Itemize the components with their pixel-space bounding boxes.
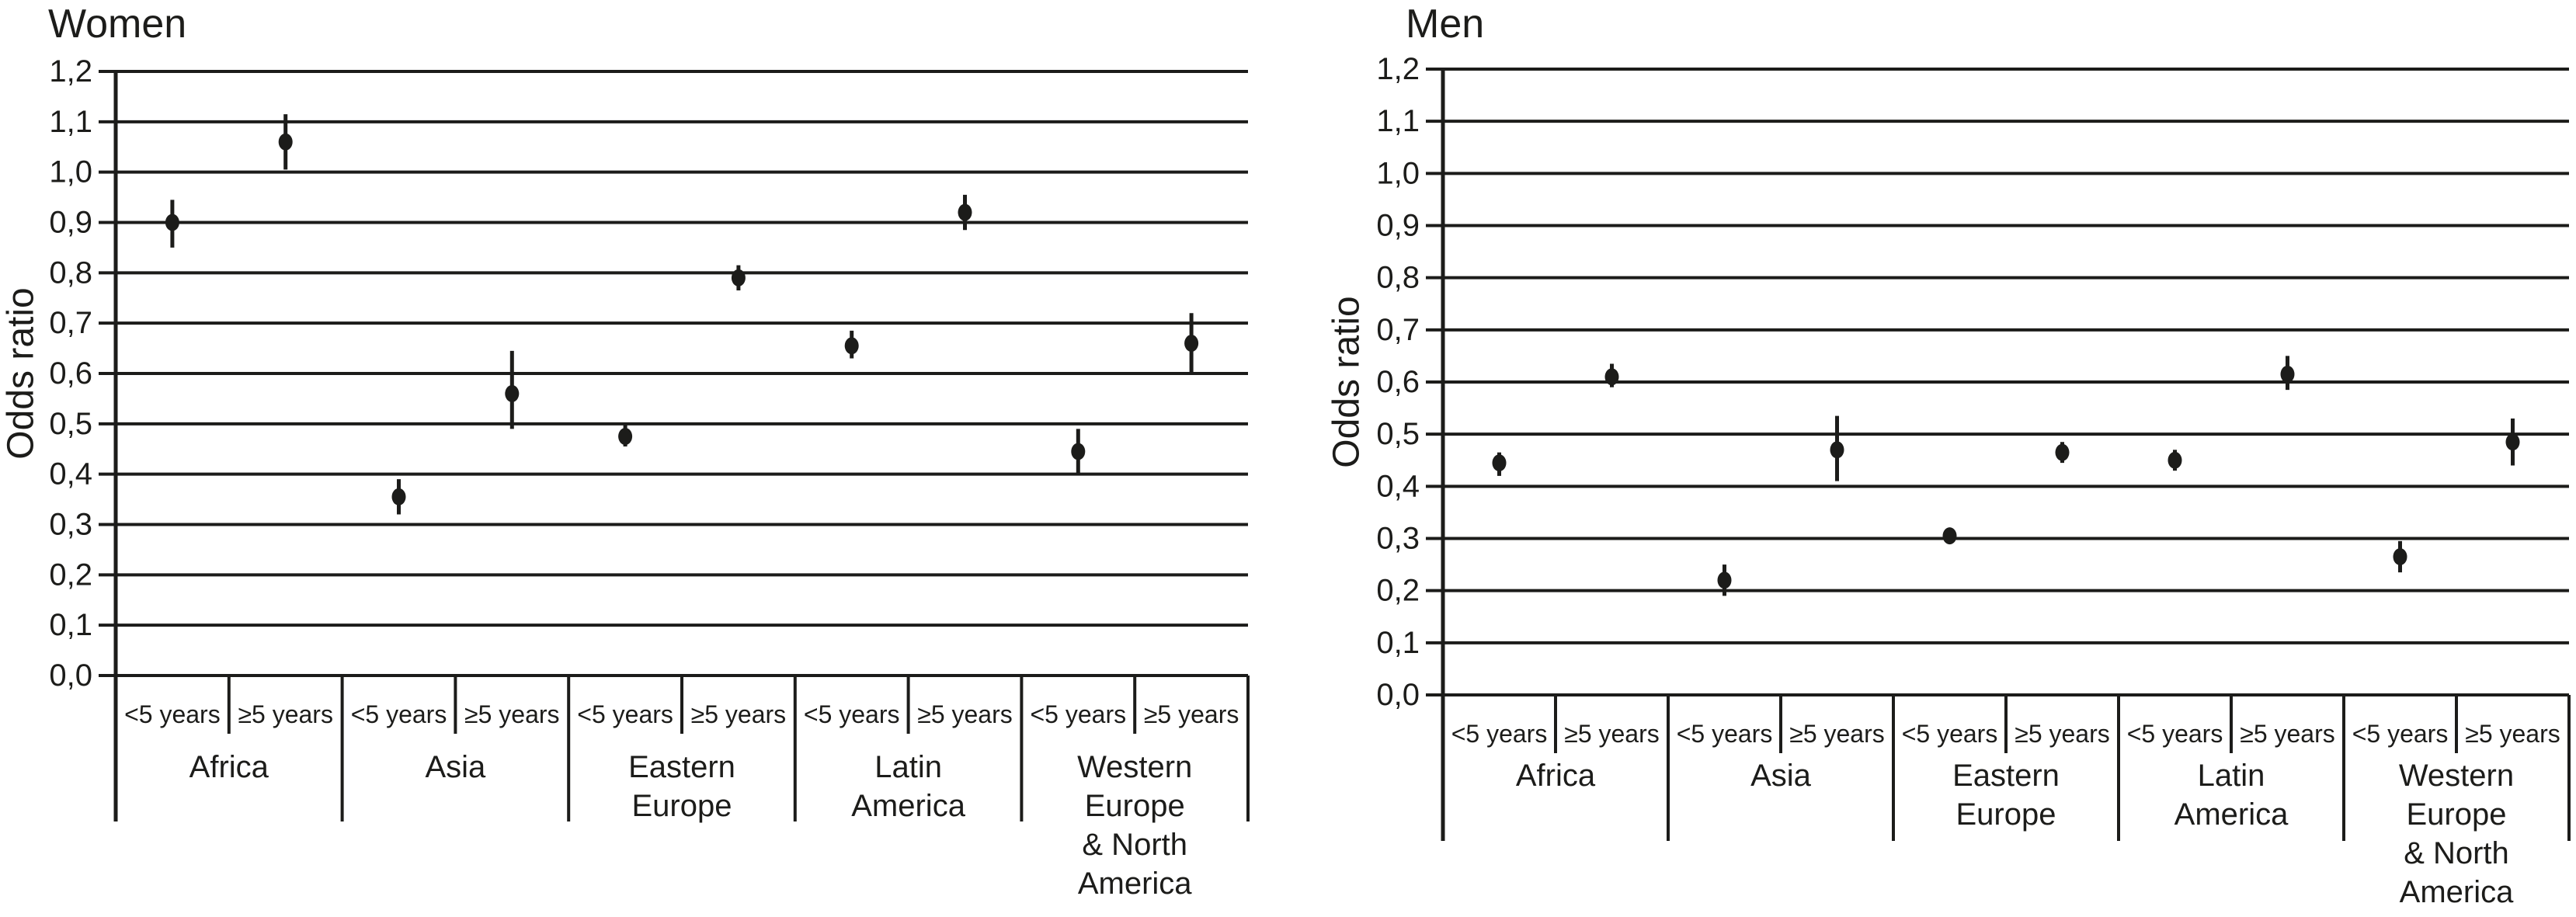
region-label: America [2400,875,2514,909]
y-tick-label: 0,0 [49,658,92,693]
odds-ratio-marker [165,214,179,231]
duration-label: <5 years [577,700,673,728]
region-label: Western [2399,759,2514,793]
duration-label: ≥5 years [464,700,560,728]
y-tick-label: 0,7 [1376,313,1420,347]
y-tick-label: 1,1 [49,105,92,139]
y-tick-label: 0,2 [1376,574,1420,608]
odds-ratio-marker [731,269,746,287]
region-label: Asia [1750,759,1812,793]
region-label: Western [1077,750,1192,784]
duration-label: <5 years [1677,720,1773,748]
y-tick-label: 0,4 [49,457,92,491]
odds-ratio-marker [278,133,293,151]
y-tick-label: 0,3 [1376,522,1420,556]
odds-ratio-marker [844,337,859,355]
region-label: Africa [189,750,269,784]
y-axis-title: Odds ratio [1,287,42,459]
panel-title: Men [1406,2,1484,47]
duration-label: ≥5 years [1144,700,1239,728]
odds-ratio-marker [1071,443,1086,460]
region-label: Europe [1956,797,2056,832]
odds-ratio-marker [1184,335,1199,353]
duration-label: <5 years [124,700,221,728]
odds-ratio-marker [1717,571,1732,589]
y-tick-label: 0,6 [1376,365,1420,399]
region-label: Eastern [628,750,735,784]
panel-title: Women [48,2,186,47]
y-tick-label: 0,3 [49,508,92,542]
y-tick-label: 0,2 [49,557,92,592]
odds-ratio-marker [1604,368,1619,386]
duration-label: <5 years [1451,720,1548,748]
odds-ratio-marker [958,203,972,221]
region-label: Latin [874,750,942,784]
duration-label: ≥5 years [1789,720,1885,748]
y-axis-title: Odds ratio [1326,296,1368,467]
duration-label: ≥5 years [691,700,787,728]
y-tick-label: 0,8 [49,255,92,290]
region-label: Africa [1516,759,1596,793]
region-label: Asia [425,750,486,784]
y-tick-label: 0,4 [1376,469,1420,503]
y-tick-label: 0,1 [1376,626,1420,660]
y-tick-label: 0,1 [49,608,92,642]
odds-ratio-marker [2055,443,2070,461]
region-label: America [2174,797,2289,832]
duration-label: <5 years [1902,720,1998,748]
duration-label: <5 years [804,700,900,728]
odds-ratio-marker [2505,433,2520,451]
y-tick-label: 0,9 [1376,209,1420,243]
odds-ratio-marker [505,384,520,402]
region-label: Europe [2407,797,2507,832]
duration-label: <5 years [2127,720,2223,748]
odds-ratio-marker [2393,548,2407,566]
region-label: America [1078,867,1192,901]
y-tick-label: 0,6 [49,356,92,391]
odds-ratio-marker [2280,365,2295,383]
region-label: Eastern [1952,759,2060,793]
y-tick-label: 0,8 [1376,261,1420,295]
duration-label: ≥5 years [238,700,333,728]
region-label: Europe [632,789,732,823]
odds-ratio-marker [391,488,406,505]
odds-ratio-marker [1830,441,1844,459]
duration-label: ≥5 years [917,700,1013,728]
duration-label: ≥5 years [2015,720,2110,748]
duration-label: ≥5 years [1564,720,1660,748]
duration-label: <5 years [1030,700,1126,728]
y-tick-label: 1,0 [1376,156,1420,190]
odds-ratio-marker [2168,451,2182,469]
y-tick-label: 0,7 [49,306,92,340]
duration-label: ≥5 years [2240,720,2335,748]
region-label: & North [2404,836,2509,870]
y-tick-label: 0,0 [1376,678,1420,712]
y-tick-label: 1,1 [1376,104,1420,138]
region-label: Latin [2198,759,2265,793]
region-label: Europe [1085,789,1185,823]
duration-label: <5 years [351,700,447,728]
odds-ratio-marker [1942,527,1957,545]
y-tick-label: 0,9 [49,206,92,240]
y-tick-label: 1,0 [49,155,92,189]
odds-ratio-marker [618,428,633,446]
y-tick-label: 1,2 [49,54,92,89]
region-label: & North [1082,828,1187,862]
duration-label: <5 years [2352,720,2449,748]
y-tick-label: 0,5 [49,407,92,441]
y-tick-label: 1,2 [1376,52,1420,86]
odds-ratio-marker [1492,454,1507,472]
region-label: America [851,789,965,823]
duration-label: ≥5 years [2465,720,2560,748]
y-tick-label: 0,5 [1376,417,1420,451]
